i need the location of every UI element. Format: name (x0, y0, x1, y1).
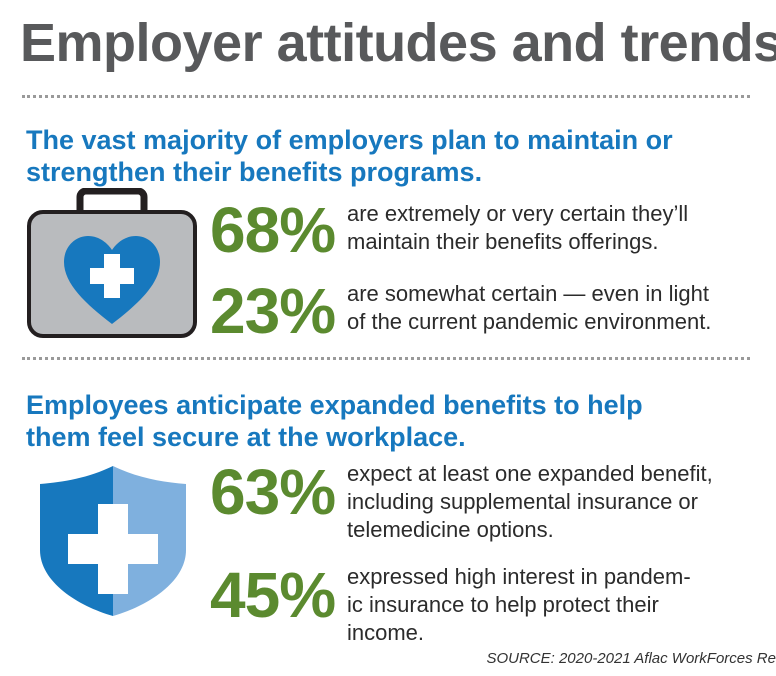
stat-figure: 23% (210, 275, 336, 347)
stat-text: ic insurance to help protect their (347, 592, 659, 617)
briefcase-icon (27, 188, 197, 338)
stat-text: of the current pandemic environment. (347, 309, 712, 334)
stat-figure: 68% (210, 194, 336, 266)
section-heading: Employees anticipate expanded benefits t… (26, 390, 643, 420)
stat-text: expect at least one expanded benefit, (347, 461, 713, 486)
section-heading: The vast majority of employers plan to m… (26, 125, 673, 155)
source-note: SOURCE: 2020-2021 Aflac WorkForces Re (486, 650, 776, 667)
stat-text: maintain their benefits offerings. (347, 229, 659, 254)
stat-text: income. (347, 620, 425, 645)
stat-text: expressed high interest in pandem- (347, 564, 691, 589)
stat-text: are somewhat certain — even in light (347, 281, 709, 306)
section-heading: strengthen their benefits programs. (26, 157, 483, 187)
title: Employer attitudes and trends (20, 13, 776, 73)
shield-icon (40, 466, 186, 616)
stat-text: are extremely or very certain they’ll (347, 201, 689, 226)
stat-figure: 63% (210, 456, 336, 528)
stat-text: including supplemental insurance or (347, 489, 698, 514)
stat-figure: 45% (210, 559, 336, 631)
stat-text: telemedicine options. (347, 517, 554, 542)
section-heading: them feel secure at the workplace. (26, 422, 466, 452)
divider (22, 95, 750, 98)
divider (22, 357, 750, 360)
